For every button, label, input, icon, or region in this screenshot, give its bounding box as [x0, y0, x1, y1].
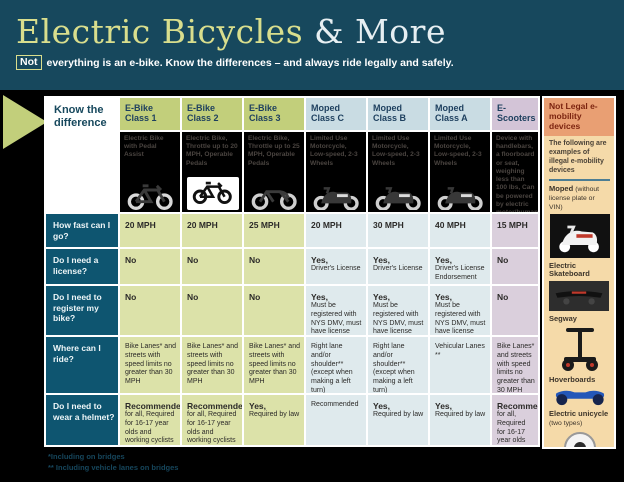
electric-unicycle-icon [563, 431, 596, 447]
cell-helmet-mopedc: Recommended [306, 395, 366, 445]
cell-where-mopedc: Right lane and/or shoulder** (except whe… [306, 337, 366, 393]
comparison-table: Know the difference E-Bike Class 1 E-Bik… [44, 96, 540, 447]
segway-icon [561, 327, 598, 371]
moped-silhouette-icon [437, 187, 483, 210]
row-label-helmet: Do I need to wear a helmet? [46, 395, 118, 445]
cell-register-mopedb: Yes, Must be registered with NYS DMV, mus… [368, 286, 428, 335]
cell-license-ebike3: No [244, 249, 304, 284]
cell-speed-mopedc: 20 MPH [306, 214, 366, 247]
cell-speed-ebike3: 25 MPH [244, 214, 304, 247]
corner-label: Know the difference [46, 98, 118, 212]
cell-register-mopeda: Yes, Must be registered with NYS DMV, mus… [430, 286, 490, 335]
skateboard-icon [555, 291, 603, 305]
vehicle-cell-ebike3: Electric Bike, Throttle up to 25 MPH, Op… [244, 132, 304, 212]
page-title-primary: Electric Bicycles [16, 12, 304, 51]
vehicle-description: Electric Bike, Throttle up to 25 MPH, Op… [248, 135, 300, 167]
vehicle-description: Electric Bike with Pedal Assist [124, 135, 164, 159]
hero-banner: Electric Bicycles & More Not everything … [0, 0, 624, 90]
cell-speed-mopedb: 30 MPH [368, 214, 428, 247]
footnotes: *Including on bridges ** Including vehic… [48, 451, 178, 474]
vehicle-description: Limited Use Motorcycle, Low-speed, 2-3 W… [372, 135, 420, 167]
cell-register-ebike1: No [120, 286, 180, 335]
vehicle-description: Electric Bike, Throttle up to 20 MPH, Op… [186, 135, 238, 167]
cell-helmet-mopeda: Yes, Required by law [430, 395, 490, 445]
column-header-ebike-class1: E-Bike Class 1 [120, 98, 180, 130]
not-legal-intro: The following are examples of illegal e-… [549, 140, 610, 182]
not-legal-title: Not Legal e-mobility devices [544, 98, 614, 137]
moped-silhouette-icon [375, 187, 421, 210]
cell-speed-escooter: 15 MPH [492, 214, 538, 247]
column-header-ebike-class3: E-Bike Class 3 [244, 98, 304, 130]
hoverboard-icon [555, 390, 604, 406]
cell-speed-ebike2: 20 MPH [182, 214, 242, 247]
cell-register-mopedc: Yes, Must be registered with NYS DMV, mus… [306, 286, 366, 335]
cell-license-mopedb: Yes, Driver's License [368, 249, 428, 284]
vehicle-cell-mopedb: Limited Use Motorcycle, Low-speed, 2-3 W… [368, 132, 428, 212]
skateboard-image [549, 280, 609, 311]
column-header-moped-classb: Moped Class B [368, 98, 428, 130]
vehicle-description: Device with handlebars, a floorboard or … [496, 135, 538, 212]
row-label-speed: How fast can I go? [46, 214, 118, 247]
cell-where-ebike1: Bike Lanes* and streets with speed limit… [120, 337, 180, 393]
vehicle-cell-ebike2: Electric Bike, Throttle up to 20 MPH, Op… [182, 132, 242, 212]
vehicle-cell-mopedc: Limited Use Motorcycle, Low-speed, 2-3 W… [306, 132, 366, 212]
cell-license-escooter: No [492, 249, 538, 284]
cell-license-mopeda: Yes, Driver's License Endorsement [430, 249, 490, 284]
footnote-2: ** Including vehicle lanes on bridges [48, 463, 179, 473]
vehicle-description: Limited Use Motorcycle, Low-speed, 2-3 W… [310, 135, 358, 167]
page-title: Electric Bicycles & More [16, 12, 624, 51]
ebike-silhouette-icon [127, 184, 173, 210]
not-legal-body: The following are examples of illegal e-… [544, 136, 614, 447]
cell-where-escooter: Bike Lanes* and streets with speed limit… [492, 337, 538, 393]
subtitle-not-box: Not [16, 55, 42, 71]
cell-where-mopedb: Right lane and/or shoulder** (except whe… [368, 337, 428, 393]
row-label-license: Do I need a license? [46, 249, 118, 284]
vehicle-cell-escooter: Device with handlebars, a floorboard or … [492, 132, 538, 212]
page-title-secondary: & More [303, 12, 446, 51]
cell-helmet-ebike2: Recommended for all, Required for 16-17 y… [182, 395, 242, 445]
moped-silhouette-icon [313, 187, 359, 210]
page-subtitle: Not everything is an e-bike. Know the di… [16, 55, 624, 71]
cell-license-ebike2: No [182, 249, 242, 284]
vehicle-cell-ebike1: Electric Bike with Pedal Assist [120, 132, 180, 212]
cell-speed-mopeda: 40 MPH [430, 214, 490, 247]
cell-license-ebike1: No [120, 249, 180, 284]
column-header-ebike-class2: E-Bike Class 2 [182, 98, 242, 130]
footnote-1: *Including on bridges [48, 452, 125, 461]
cell-helmet-ebike3: Yes, Required by law [244, 395, 304, 445]
cell-license-mopedc: Yes, Driver's License [306, 249, 366, 284]
ebike-silhouette-icon [192, 181, 232, 204]
column-header-moped-classa: Moped Class A [430, 98, 490, 130]
not-legal-item-unicycle: Electric unicycle (two types) [549, 409, 610, 447]
moped-image [550, 213, 610, 258]
moped-icon [559, 225, 599, 252]
cell-register-ebike3: No [244, 286, 304, 335]
row-label-register: Do I need to register my bike? [46, 286, 118, 335]
not-legal-item-moped: Moped (without license plate or VIN) [549, 184, 610, 258]
row-label-where: Where can I ride? [46, 337, 118, 393]
cell-where-mopeda: Vehicular Lanes ** [430, 337, 490, 393]
not-legal-item-skateboard: Electric Skateboard [549, 261, 610, 311]
cell-register-escooter: No [492, 286, 538, 335]
cell-where-ebike2: Bike Lanes* and streets with speed limit… [182, 337, 242, 393]
ebike-silhouette-icon [251, 190, 297, 210]
cell-helmet-mopedb: Yes, Required by law [368, 395, 428, 445]
cell-helmet-ebike1: Recommended for all, Required for 16-17 y… [120, 395, 180, 445]
cell-where-ebike3: Bike Lanes* and streets with speed limit… [244, 337, 304, 393]
column-header-moped-classc: Moped Class C [306, 98, 366, 130]
not-legal-item-hoverboard: Hoverboards [549, 375, 610, 407]
cell-speed-ebike1: 20 MPH [120, 214, 180, 247]
not-legal-item-segway: Segway [549, 314, 610, 372]
vehicle-cell-mopeda: Limited Use Motorcycle, Low-speed, 2-3 W… [430, 132, 490, 212]
not-legal-panel: Not Legal e-mobility devices The followi… [542, 96, 616, 449]
chevron-right-icon [3, 95, 47, 149]
cell-register-ebike2: No [182, 286, 242, 335]
subtitle-text: everything is an e-bike. Know the differ… [46, 56, 454, 69]
column-header-escooters: E-Scooters [492, 98, 538, 130]
vehicle-description: Limited Use Motorcycle, Low-speed, 2-3 W… [434, 135, 482, 167]
ebike2-photo [186, 177, 239, 210]
